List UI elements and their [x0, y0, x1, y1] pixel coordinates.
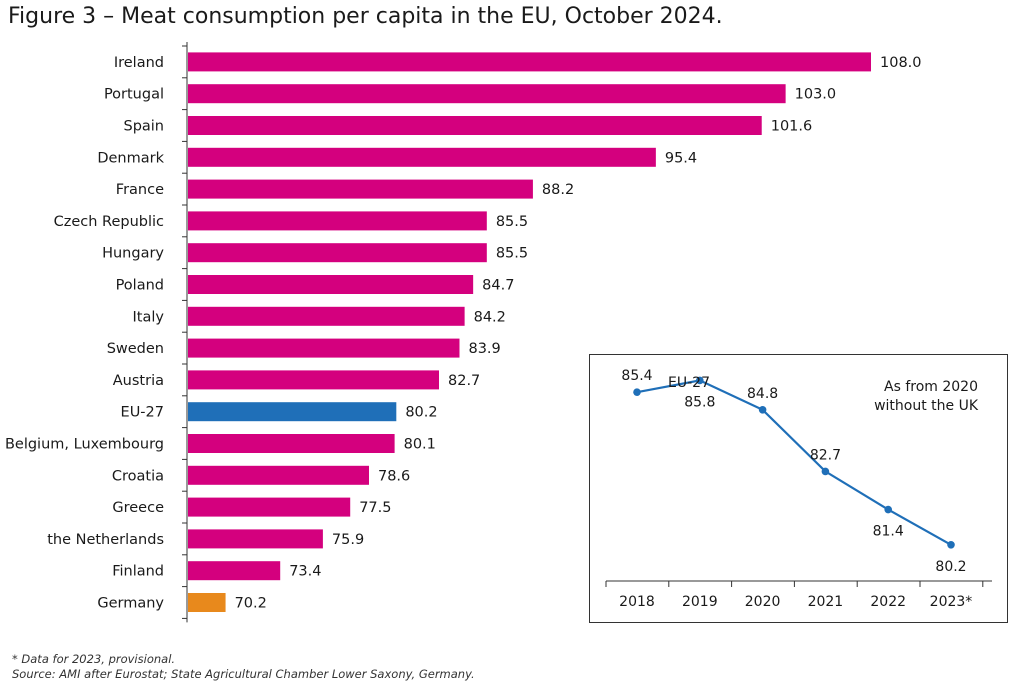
category-label: Italy	[133, 309, 165, 325]
x-tick-label: 2018	[619, 594, 655, 610]
bar-germany	[188, 593, 226, 612]
bar-denmark	[188, 147, 656, 167]
value-label: 82.7	[448, 373, 480, 389]
category-label: Poland	[116, 278, 164, 294]
bar-the-netherlands	[188, 529, 323, 549]
value-label: 78.6	[378, 468, 410, 484]
data-point	[884, 505, 892, 514]
value-label: 108.0	[880, 55, 922, 71]
main-bar-chart: Ireland 108.0 Portugal 103.0 Spain 101.6 Denma…	[5, 42, 922, 623]
category-label: Germany	[97, 596, 164, 612]
category-label: Ireland	[114, 55, 164, 71]
value-label: 95.4	[665, 150, 697, 166]
bar-spain	[188, 116, 762, 135]
category-label: Greece	[112, 500, 164, 516]
value-label: 84.2	[474, 309, 506, 325]
annotation-text: As from 2020	[884, 379, 978, 395]
x-tick-label: 2021	[808, 594, 844, 610]
value-label: 70.2	[235, 596, 267, 612]
category-label: the Netherlands	[47, 532, 164, 548]
value-label: 101.6	[771, 119, 813, 135]
bar-poland	[188, 275, 474, 294]
value-label: 80.1	[404, 437, 436, 453]
point-value-label: 81.4	[873, 524, 904, 540]
annotation-text: without the UK	[874, 398, 979, 414]
category-label: Spain	[123, 119, 164, 135]
series-line-eu27	[636, 379, 952, 546]
bar-belgium-luxembourg	[188, 434, 395, 453]
category-label: Denmark	[97, 150, 164, 166]
category-label: Sweden	[107, 341, 164, 357]
inset-line-chart: 85.4 2018 85.8 2019 84.8 2020 82.7 2021 81.4 2022…	[589, 354, 1008, 623]
category-label: Croatia	[112, 468, 164, 484]
category-label: Belgium, Luxembourg	[5, 437, 164, 453]
footnote-source: Source: AMI after Eurostat; State Agricu…	[12, 667, 475, 681]
data-point	[696, 376, 704, 385]
point-value-label: 85.4	[621, 368, 652, 384]
value-label: 73.4	[289, 564, 321, 580]
category-label: Czech Republic	[54, 214, 164, 230]
category-label: Austria	[113, 373, 164, 389]
bar-croatia	[188, 465, 369, 485]
category-label: Hungary	[102, 246, 164, 262]
value-label: 85.5	[496, 246, 528, 262]
page-title: Figure 3 – Meat consumption per capita i…	[8, 4, 723, 29]
value-label: 103.0	[795, 87, 837, 103]
footnote-provisional: * Data for 2023, provisional.	[12, 652, 176, 666]
value-label: 77.5	[359, 500, 391, 516]
bar-italy	[188, 306, 465, 326]
data-point	[821, 467, 830, 476]
point-value-label: 84.8	[747, 386, 778, 402]
value-label: 80.2	[405, 405, 437, 421]
x-tick-label: 2020	[745, 594, 781, 610]
bar-austria	[188, 370, 440, 390]
bar-greece	[188, 497, 351, 517]
point-value-label: 80.2	[935, 559, 966, 575]
bar-sweden	[188, 338, 460, 358]
data-point	[947, 540, 955, 549]
value-label: 84.7	[482, 278, 514, 294]
bar-czech-republic	[188, 211, 487, 231]
bar-portugal	[188, 84, 786, 104]
bar-hungary	[188, 243, 487, 263]
point-value-label: 85.8	[684, 394, 715, 410]
category-label: Finland	[112, 564, 164, 580]
line-layer: 85.4 2018 85.8 2019 84.8 2020 82.7 2021 81.4 2022…	[605, 368, 992, 610]
value-label: 85.5	[496, 214, 528, 230]
bars-layer: Ireland 108.0 Portugal 103.0 Spain 101.6 Denma…	[5, 42, 922, 623]
data-point	[633, 388, 641, 396]
value-label: 75.9	[332, 532, 364, 548]
category-label: Portugal	[104, 87, 164, 103]
category-label: France	[116, 182, 164, 198]
bar-eu-27	[188, 402, 397, 422]
x-tick-label: 2019	[682, 594, 718, 610]
bar-ireland	[188, 52, 871, 72]
data-point	[758, 405, 767, 414]
value-label: 88.2	[542, 182, 574, 198]
inset-frame	[589, 354, 1008, 623]
value-label: 83.9	[468, 341, 500, 357]
x-tick-label: 2023*	[930, 594, 973, 610]
point-value-label: 82.7	[810, 447, 841, 463]
category-label: EU-27	[121, 405, 164, 421]
x-tick-label: 2022	[870, 594, 906, 610]
series-label: EU-27	[668, 375, 710, 391]
bar-france	[188, 179, 533, 199]
bar-finland	[188, 561, 281, 581]
